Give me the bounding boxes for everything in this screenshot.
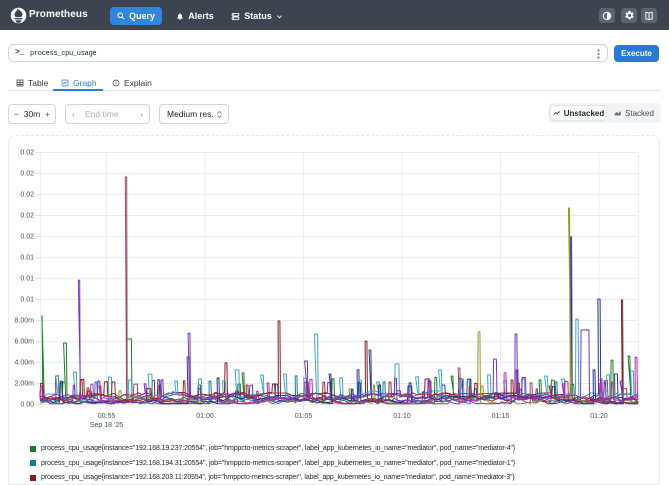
svg-text:0.02: 0.02 bbox=[20, 170, 34, 177]
svg-text:2.00m: 2.00m bbox=[15, 380, 35, 387]
svg-text:0.01: 0.01 bbox=[20, 296, 34, 303]
svg-text:Sep 18 '25: Sep 18 '25 bbox=[90, 422, 123, 429]
svg-text:0.02: 0.02 bbox=[20, 233, 34, 240]
svg-text:0.01: 0.01 bbox=[20, 254, 34, 261]
svg-text:0.02: 0.02 bbox=[20, 191, 34, 198]
svg-text:01:20: 01:20 bbox=[590, 413, 608, 420]
svg-text:0.00: 0.00 bbox=[20, 401, 34, 408]
svg-text:0.02: 0.02 bbox=[20, 212, 34, 219]
svg-text:6.00m: 6.00m bbox=[15, 338, 35, 345]
svg-text:0.01: 0.01 bbox=[20, 275, 34, 282]
svg-text:01:00: 01:00 bbox=[196, 413, 214, 420]
svg-text:4.00m: 4.00m bbox=[15, 359, 35, 366]
svg-text:8.00m: 8.00m bbox=[15, 317, 35, 324]
svg-text:0.02: 0.02 bbox=[20, 149, 34, 156]
svg-text:00:55: 00:55 bbox=[98, 413, 116, 420]
svg-text:01:15: 01:15 bbox=[492, 413, 510, 420]
svg-text:01:05: 01:05 bbox=[295, 413, 313, 420]
svg-text:01:10: 01:10 bbox=[393, 413, 411, 420]
